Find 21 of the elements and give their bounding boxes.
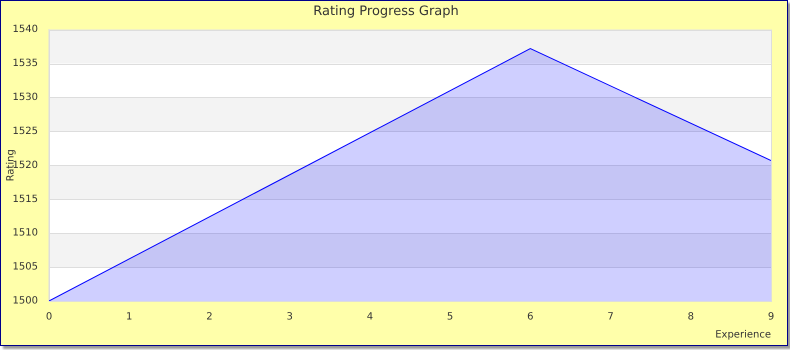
y-tick-label: 1505 bbox=[12, 262, 38, 273]
x-tick-label: 1 bbox=[126, 312, 132, 323]
x-axis-title: Experience bbox=[715, 330, 771, 341]
y-tick-label: 1515 bbox=[12, 194, 38, 205]
x-tick-label: 3 bbox=[286, 312, 293, 323]
y-tick-label: 1540 bbox=[12, 24, 38, 36]
x-tick-label: 2 bbox=[206, 312, 213, 323]
y-tick-label: 1510 bbox=[12, 228, 38, 239]
x-tick-label: 8 bbox=[688, 312, 694, 323]
y-tick-label: 1525 bbox=[12, 126, 38, 137]
y-tick-label: 1500 bbox=[12, 296, 38, 307]
x-tick-label: 4 bbox=[366, 312, 374, 323]
x-tick-label: 0 bbox=[46, 312, 52, 323]
y-tick-label: 1520 bbox=[12, 160, 38, 171]
x-tick-label: 5 bbox=[446, 312, 454, 323]
chart-title: Rating Progress Graph bbox=[313, 4, 459, 20]
x-tick-label: 6 bbox=[527, 312, 534, 323]
x-tick-label: 7 bbox=[607, 312, 614, 323]
y-tick-label: 1535 bbox=[12, 58, 38, 70]
y-tick-label: 1530 bbox=[12, 92, 38, 104]
x-tick-label: 9 bbox=[768, 312, 774, 323]
